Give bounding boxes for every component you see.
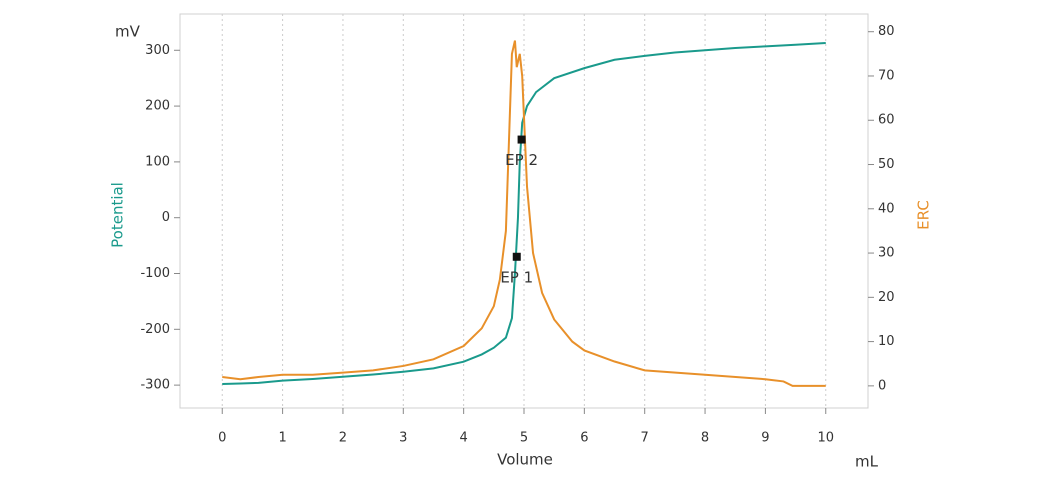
y-tick-label: 200 (145, 99, 170, 114)
y-tick-label: 0 (162, 210, 170, 225)
x-tick-label: 8 (701, 431, 709, 446)
series-line (222, 40, 826, 387)
y-tick-label: 100 (145, 154, 170, 169)
x-tick-label: 0 (218, 431, 226, 446)
x-tick-label: 6 (580, 431, 588, 446)
y-tick-label: -200 (140, 322, 170, 337)
x-tick-label: 4 (460, 431, 468, 446)
x-tick-label: 1 (278, 431, 286, 446)
y2-tick-label: 40 (878, 201, 895, 216)
ep-label: EP 1 (500, 268, 533, 286)
y2-tick-label: 10 (878, 334, 895, 349)
y2-tick-label: 0 (878, 378, 886, 393)
y2-tick-label: 50 (878, 157, 895, 172)
ep-label: EP 2 (505, 151, 538, 169)
x-tick-label: 3 (399, 431, 407, 446)
x-tick-label: 10 (817, 431, 834, 446)
y-label: Potential (109, 182, 127, 248)
y2-tick-label: 60 (878, 113, 895, 128)
x-tick-label: 7 (641, 431, 649, 446)
y2-tick-label: 80 (878, 24, 895, 39)
x-label: Volume (497, 451, 553, 469)
x-tick-label: 9 (761, 431, 769, 446)
y2-label: ERC (915, 200, 933, 230)
series-line (222, 42, 826, 386)
y2-tick-label: 20 (878, 290, 895, 305)
y-tick-label: -300 (140, 378, 170, 393)
x-tick-label: 2 (339, 431, 347, 446)
y2-tick-label: 70 (878, 68, 895, 83)
y2-tick-label: 30 (878, 246, 895, 261)
y-tick-label: -100 (140, 266, 170, 281)
y-unit: mV (115, 23, 141, 41)
ep-marker (512, 252, 521, 261)
x-unit: mL (855, 453, 879, 471)
ep-marker (517, 135, 526, 144)
x-tick-label: 5 (520, 431, 528, 446)
y-tick-label: 300 (145, 43, 170, 58)
